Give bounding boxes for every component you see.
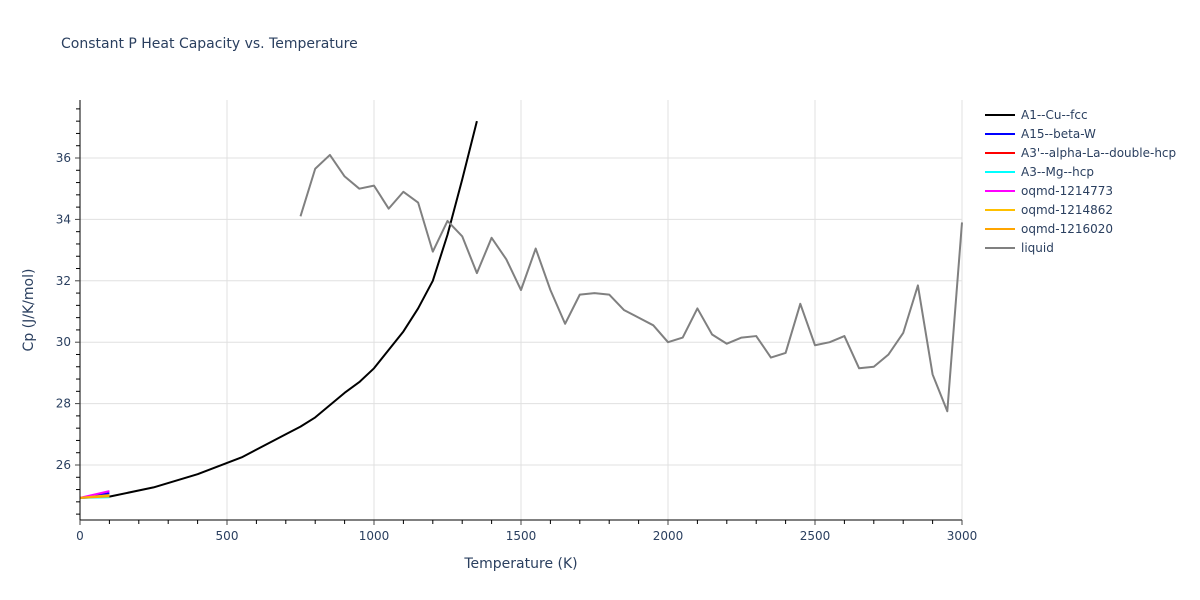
legend-label: oqmd-1214862 — [1021, 202, 1114, 217]
chart-title: Constant P Heat Capacity vs. Temperature — [61, 36, 358, 52]
legend-item[interactable]: oqmd-1214773 — [985, 181, 1176, 200]
legend-item[interactable]: A1--Cu--fcc — [985, 105, 1176, 124]
gridlines — [80, 100, 963, 520]
legend-item[interactable]: oqmd-1216020 — [985, 219, 1176, 238]
legend-item[interactable]: liquid — [985, 238, 1176, 257]
y-tick-label: 26 — [56, 458, 71, 472]
legend-label: A3'--alpha-La--double-hcp — [1021, 145, 1177, 160]
legend-item[interactable]: A3'--alpha-La--double-hcp — [985, 143, 1176, 162]
legend-swatch — [985, 189, 1015, 192]
legend-label: A15--beta-W — [1021, 126, 1096, 141]
y-tick-label: 32 — [56, 274, 71, 288]
y-tick-label: 28 — [56, 397, 71, 411]
legend-swatch — [985, 151, 1015, 154]
legend-label: A3--Mg--hcp — [1021, 164, 1094, 179]
series-line-a1-cu-fcc — [79, 120, 478, 499]
x-axis-title: Temperature (K) — [463, 556, 577, 572]
legend-swatch — [985, 113, 1015, 116]
legend-swatch — [985, 227, 1015, 230]
legend-swatch — [985, 170, 1015, 173]
x-tick-label: 2000 — [653, 529, 684, 543]
legend-swatch — [985, 132, 1015, 135]
legend-item[interactable]: A3--Mg--hcp — [985, 162, 1176, 181]
legend-label: liquid — [1021, 240, 1054, 255]
series-line-oqmd-1216020 — [79, 495, 110, 499]
y-tick-label: 30 — [56, 335, 71, 349]
x-tick-label: 0 — [76, 529, 84, 543]
legend-label: A1--Cu--fcc — [1021, 107, 1088, 122]
series-line-liquid — [299, 153, 963, 413]
data-series — [79, 120, 963, 499]
x-tick-label: 500 — [216, 529, 239, 543]
axes: 0 500 1000 1500 2000 2500 3000 26 28 30 32 34 36 — [56, 100, 978, 543]
x-tick-label: 3000 — [947, 529, 978, 543]
y-axis-title: Cp (J/K/mol) — [21, 269, 37, 352]
y-tick-label: 36 — [56, 151, 71, 165]
legend-item[interactable]: oqmd-1214862 — [985, 200, 1176, 219]
legend-label: oqmd-1214773 — [1021, 183, 1114, 198]
x-tick-label: 2500 — [800, 529, 831, 543]
legend-swatch — [985, 208, 1015, 211]
legend-swatch — [985, 246, 1015, 249]
x-tick-label: 1500 — [506, 529, 537, 543]
legend-label: oqmd-1216020 — [1021, 221, 1114, 236]
legend-item[interactable]: A15--beta-W — [985, 124, 1176, 143]
y-tick-label: 34 — [56, 212, 71, 226]
legend: A1--Cu--fcc A15--beta-W A3'--alpha-La--dou… — [985, 105, 1176, 257]
x-tick-label: 1000 — [359, 529, 390, 543]
